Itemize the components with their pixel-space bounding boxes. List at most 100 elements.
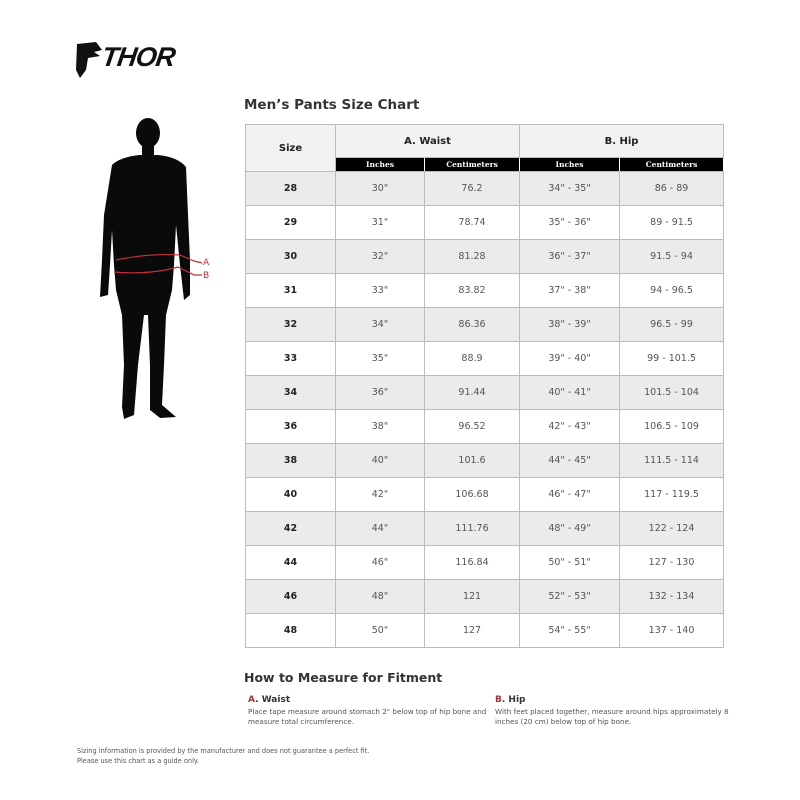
- hip-inches-cell: 34" - 35": [519, 171, 621, 206]
- size-cell: 48: [245, 613, 336, 648]
- waist-cm-cell: 106.68: [423, 477, 521, 512]
- size-cell: 31: [245, 273, 336, 308]
- table-row: 31 33" 83.82 37" - 38" 94 - 96.5: [245, 273, 725, 308]
- hip-cm-cell: 111.5 - 114: [619, 443, 725, 478]
- hip-cm-header: Centimeters: [619, 157, 725, 172]
- hip-inches-cell: 39" - 40": [519, 341, 621, 376]
- size-cell: 30: [245, 239, 336, 274]
- waist-label: . Waist: [255, 695, 291, 705]
- size-cell: 28: [245, 171, 336, 206]
- waist-cm-cell: 81.28: [423, 239, 521, 274]
- hip-cm-cell: 137 - 140: [619, 613, 725, 648]
- hip-cm-cell: 122 - 124: [619, 511, 725, 546]
- hip-cm-cell: 94 - 96.5: [619, 273, 725, 308]
- size-cell: 36: [245, 409, 336, 444]
- marker-a: A: [203, 258, 210, 268]
- table-row: 48 50" 127 54" - 55" 137 - 140: [245, 613, 725, 648]
- hip-inches-cell: 38" - 39": [519, 307, 621, 342]
- hip-inches-cell: 40" - 41": [519, 375, 621, 410]
- hip-inches-cell: 48" - 49": [519, 511, 621, 546]
- waist-text: Place tape measure around stomach 2" bel…: [248, 707, 487, 726]
- waist-inches-header: Inches: [335, 157, 425, 172]
- waist-instructions: A. Waist Place tape measure around stoma…: [248, 695, 488, 727]
- hip-cm-cell: 117 - 119.5: [619, 477, 725, 512]
- thor-logo: THOR: [74, 40, 194, 80]
- logo-text: THOR: [99, 42, 177, 72]
- waist-cm-cell: 83.82: [423, 273, 521, 308]
- waist-inches-cell: 34": [335, 307, 425, 342]
- table-row: 32 34" 86.36 38" - 39" 96.5 - 99: [245, 307, 725, 342]
- table-row: 34 36" 91.44 40" - 41" 101.5 - 104: [245, 375, 725, 410]
- waist-cm-cell: 96.52: [423, 409, 521, 444]
- table-row: 46 48" 121 52" - 53" 132 - 134: [245, 579, 725, 614]
- hip-instructions: B. Hip With feet placed together, measur…: [495, 695, 735, 727]
- waist-inches-cell: 31": [335, 205, 425, 240]
- waist-cm-cell: 101.6: [423, 443, 521, 478]
- waist-cm-cell: 127: [423, 613, 521, 648]
- size-cell: 32: [245, 307, 336, 342]
- helmet-icon: [76, 42, 102, 78]
- hip-cm-cell: 127 - 130: [619, 545, 725, 580]
- size-cell: 29: [245, 205, 336, 240]
- size-cell: 42: [245, 511, 336, 546]
- hip-cm-cell: 106.5 - 109: [619, 409, 725, 444]
- table-row: 29 31" 78.74 35" - 36" 89 - 91.5: [245, 205, 725, 240]
- hip-inches-cell: 36" - 37": [519, 239, 621, 274]
- waist-header: A. Waist: [334, 124, 521, 158]
- table-row: 40 42" 106.68 46" - 47" 117 - 119.5: [245, 477, 725, 512]
- table-row: 44 46" 116.84 50" - 51" 127 - 130: [245, 545, 725, 580]
- waist-cm-cell: 76.2: [423, 171, 521, 206]
- hip-cm-cell: 101.5 - 104: [619, 375, 725, 410]
- disclaimer-line-2: Please use this chart as a guide only.: [77, 757, 199, 765]
- waist-cm-header: Centimeters: [423, 157, 521, 172]
- hip-letter: B: [495, 695, 502, 705]
- waist-cm-cell: 121: [423, 579, 521, 614]
- waist-cm-cell: 88.9: [423, 341, 521, 376]
- hip-inches-cell: 42" - 43": [519, 409, 621, 444]
- hip-cm-cell: 86 - 89: [619, 171, 725, 206]
- hip-inches-cell: 52" - 53": [519, 579, 621, 614]
- waist-inches-cell: 32": [335, 239, 425, 274]
- waist-cm-cell: 78.74: [423, 205, 521, 240]
- marker-b: B: [203, 271, 209, 281]
- hip-inches-header: Inches: [519, 157, 621, 172]
- table-row: 38 40" 101.6 44" - 45" 111.5 - 114: [245, 443, 725, 478]
- waist-cm-cell: 111.76: [423, 511, 521, 546]
- size-cell: 38: [245, 443, 336, 478]
- table-body: 28 30" 76.2 34" - 35" 86 - 89 29 31" 78.74 35" -…: [245, 171, 725, 648]
- waist-inches-cell: 33": [335, 273, 425, 308]
- hip-inches-cell: 44" - 45": [519, 443, 621, 478]
- waist-cm-cell: 116.84: [423, 545, 521, 580]
- size-cell: 46: [245, 579, 336, 614]
- waist-inches-cell: 38": [335, 409, 425, 444]
- size-cell: 34: [245, 375, 336, 410]
- waist-inches-cell: 42": [335, 477, 425, 512]
- size-header: Size: [245, 124, 336, 172]
- size-cell: 33: [245, 341, 336, 376]
- disclaimer: Sizing information is provided by the ma…: [77, 746, 369, 766]
- hip-cm-cell: 96.5 - 99: [619, 307, 725, 342]
- waist-cm-cell: 86.36: [423, 307, 521, 342]
- hip-label: . Hip: [501, 695, 526, 705]
- hip-cm-cell: 89 - 91.5: [619, 205, 725, 240]
- table-row: 30 32" 81.28 36" - 37" 91.5 - 94: [245, 239, 725, 274]
- hip-inches-cell: 46" - 47": [519, 477, 621, 512]
- table-row: 42 44" 111.76 48" - 49" 122 - 124: [245, 511, 725, 546]
- waist-letter: A: [248, 695, 256, 705]
- waist-inches-cell: 40": [335, 443, 425, 478]
- waist-inches-cell: 50": [335, 613, 425, 648]
- hip-header: B. Hip: [519, 124, 725, 158]
- waist-inches-cell: 44": [335, 511, 425, 546]
- waist-inches-cell: 36": [335, 375, 425, 410]
- waist-inches-cell: 35": [335, 341, 425, 376]
- body-silhouette: A B: [100, 118, 210, 419]
- waist-inches-cell: 48": [335, 579, 425, 614]
- size-cell: 44: [245, 545, 336, 580]
- how-to-title: How to Measure for Fitment: [244, 670, 443, 685]
- waist-inches-cell: 46": [335, 545, 425, 580]
- hip-text: With feet placed together, measure aroun…: [495, 707, 729, 726]
- hip-inches-cell: 50" - 51": [519, 545, 621, 580]
- size-cell: 40: [245, 477, 336, 512]
- table-row: 36 38" 96.52 42" - 43" 106.5 - 109: [245, 409, 725, 444]
- hip-inches-cell: 54" - 55": [519, 613, 621, 648]
